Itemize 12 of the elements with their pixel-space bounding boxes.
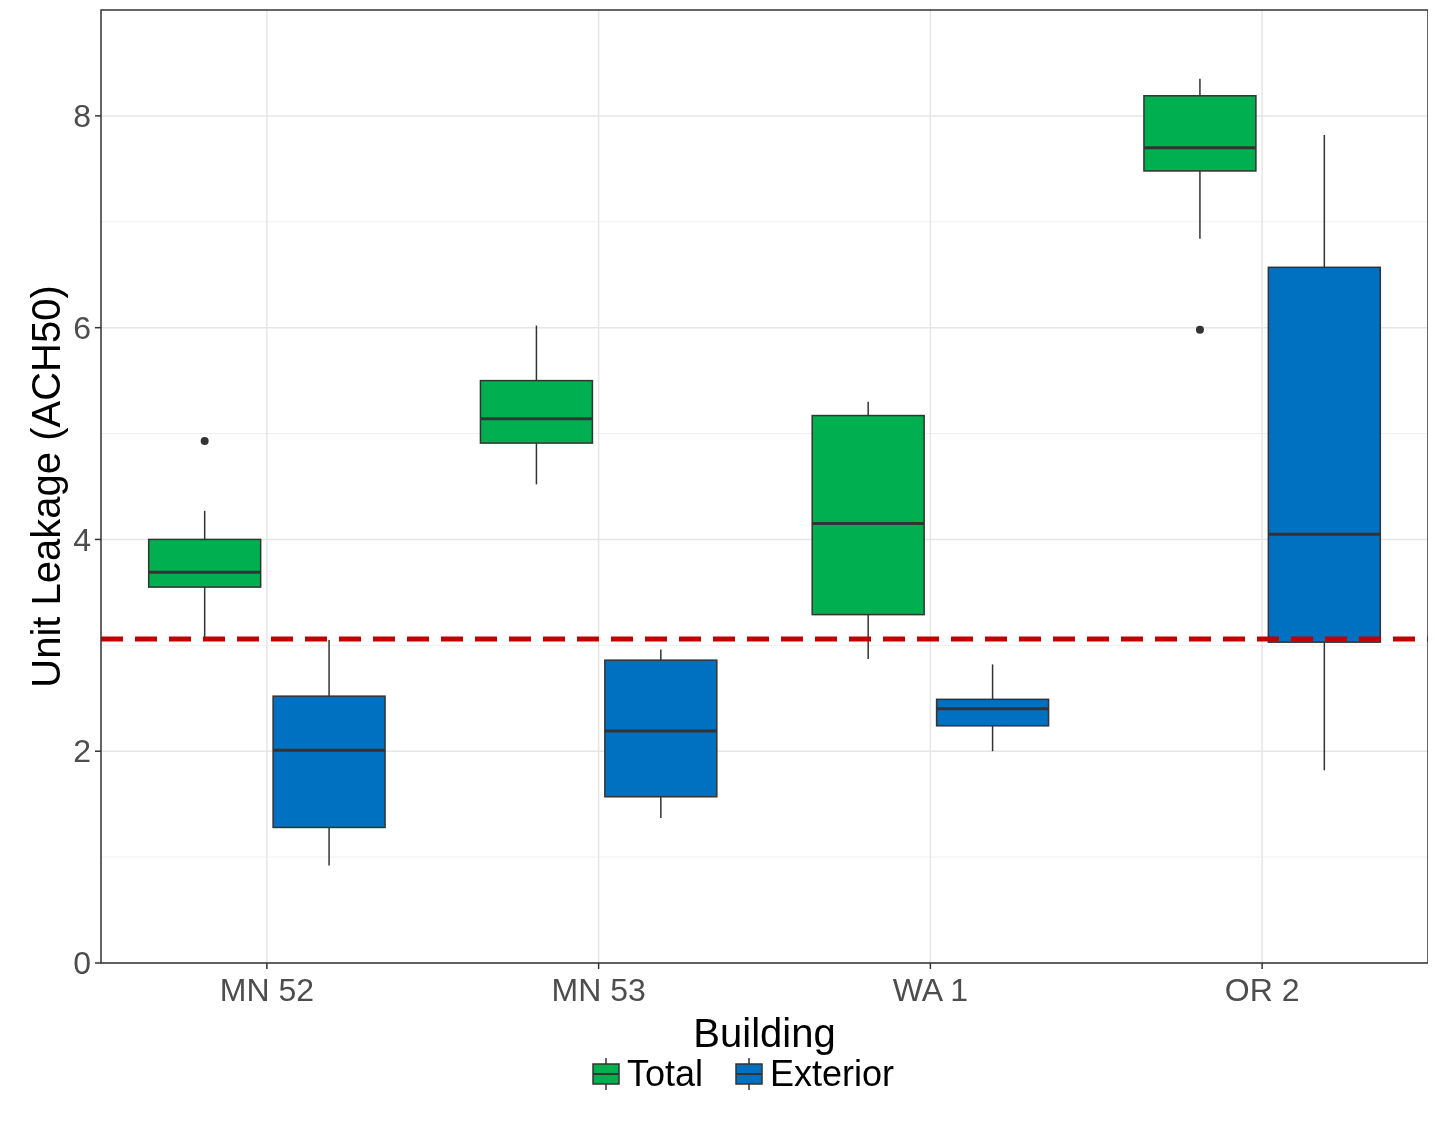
x-axis-title: Building <box>693 1011 836 1055</box>
legend-label: Total <box>627 1053 704 1094</box>
y-tick-label: 2 <box>73 733 91 770</box>
x-tick-label: WA 1 <box>892 972 969 1008</box>
y-tick-label: 6 <box>73 309 91 346</box>
y-tick-label: 0 <box>73 945 91 982</box>
y-axis-title: Unit Leakage (ACH50) <box>24 285 68 688</box>
x-tick-label: MN 52 <box>219 972 314 1008</box>
y-tick-label: 4 <box>73 521 91 558</box>
x-tick-label: OR 2 <box>1224 972 1300 1008</box>
x-tick-label: MN 53 <box>551 972 646 1008</box>
y-tick-label: 8 <box>73 98 91 135</box>
